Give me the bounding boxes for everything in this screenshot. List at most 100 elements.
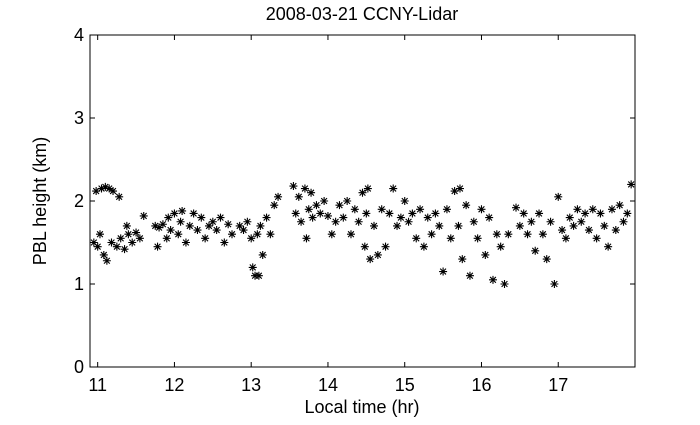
point bbox=[396, 213, 405, 222]
point bbox=[435, 221, 444, 230]
chart-title: 2008-03-21 CCNY-Lidar bbox=[266, 4, 458, 24]
point bbox=[488, 275, 497, 284]
point bbox=[473, 234, 482, 243]
point bbox=[450, 187, 459, 196]
point bbox=[331, 217, 340, 226]
point bbox=[455, 184, 464, 193]
point bbox=[139, 211, 148, 220]
point bbox=[546, 217, 555, 226]
point bbox=[323, 211, 332, 220]
point bbox=[412, 234, 421, 243]
point bbox=[274, 192, 283, 201]
y-tick-label: 3 bbox=[74, 108, 84, 128]
y-tick-label: 1 bbox=[74, 274, 84, 294]
point bbox=[193, 226, 202, 235]
point bbox=[115, 192, 124, 201]
point bbox=[366, 255, 375, 264]
point bbox=[346, 230, 355, 239]
point bbox=[339, 213, 348, 222]
point bbox=[561, 234, 570, 243]
point bbox=[176, 217, 185, 226]
point bbox=[216, 213, 225, 222]
point bbox=[170, 209, 179, 218]
point bbox=[512, 203, 521, 212]
point bbox=[208, 217, 217, 226]
point bbox=[446, 234, 455, 243]
point bbox=[262, 213, 271, 222]
point bbox=[604, 242, 613, 251]
x-axis-label: Local time (hr) bbox=[304, 397, 419, 417]
point bbox=[256, 221, 265, 230]
y-tick-label: 4 bbox=[74, 25, 84, 45]
point bbox=[291, 209, 300, 218]
point bbox=[153, 242, 162, 251]
point bbox=[370, 221, 379, 230]
point bbox=[335, 201, 344, 210]
point bbox=[588, 205, 597, 214]
point bbox=[565, 213, 574, 222]
point bbox=[538, 230, 547, 239]
point bbox=[600, 221, 609, 230]
point bbox=[611, 226, 620, 235]
point bbox=[377, 205, 386, 214]
point bbox=[289, 182, 298, 191]
point bbox=[408, 209, 417, 218]
point bbox=[135, 234, 144, 243]
point bbox=[389, 184, 398, 193]
point bbox=[300, 184, 309, 193]
point bbox=[189, 209, 198, 218]
point bbox=[462, 201, 471, 210]
point bbox=[523, 230, 532, 239]
point bbox=[312, 201, 321, 210]
point bbox=[304, 205, 313, 214]
point bbox=[92, 187, 101, 196]
point bbox=[385, 209, 394, 218]
point bbox=[294, 192, 303, 201]
point bbox=[458, 255, 467, 264]
point bbox=[266, 230, 275, 239]
point bbox=[569, 221, 578, 230]
point bbox=[393, 221, 402, 230]
point bbox=[535, 209, 544, 218]
point bbox=[573, 205, 582, 214]
point bbox=[155, 223, 164, 232]
point bbox=[122, 221, 131, 230]
point bbox=[302, 234, 311, 243]
point bbox=[320, 197, 329, 205]
point bbox=[212, 226, 221, 235]
point bbox=[93, 242, 102, 251]
x-tick-label: 17 bbox=[548, 375, 568, 395]
point bbox=[592, 234, 601, 243]
point bbox=[416, 205, 425, 214]
point bbox=[439, 267, 448, 276]
point bbox=[247, 234, 256, 243]
point bbox=[181, 238, 190, 247]
point bbox=[481, 250, 490, 259]
point bbox=[89, 238, 98, 247]
point bbox=[220, 238, 229, 247]
x-tick-label: 13 bbox=[241, 375, 261, 395]
point bbox=[515, 221, 524, 230]
point bbox=[519, 209, 528, 218]
x-tick-label: 15 bbox=[395, 375, 415, 395]
point bbox=[204, 221, 213, 230]
point bbox=[228, 230, 237, 239]
point bbox=[116, 234, 125, 243]
point bbox=[297, 217, 306, 226]
point bbox=[258, 250, 267, 259]
point bbox=[381, 242, 390, 251]
point bbox=[102, 256, 111, 265]
point bbox=[442, 205, 451, 214]
point bbox=[596, 209, 605, 218]
point bbox=[97, 184, 106, 193]
x-tick-label: 12 bbox=[164, 375, 184, 395]
point bbox=[316, 209, 325, 218]
point bbox=[360, 242, 369, 251]
point bbox=[254, 271, 263, 280]
y-tick-label: 2 bbox=[74, 191, 84, 211]
point bbox=[607, 205, 616, 214]
point bbox=[112, 242, 121, 251]
point bbox=[354, 217, 363, 226]
